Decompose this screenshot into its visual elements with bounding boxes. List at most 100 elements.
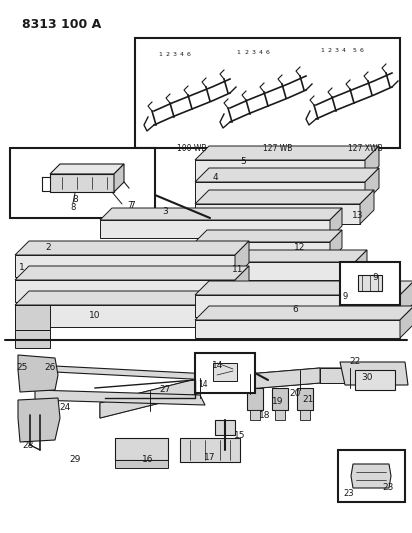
Text: 7: 7 (129, 200, 135, 209)
Bar (355, 370, 395, 390)
Text: 8: 8 (70, 203, 76, 212)
Text: 26: 26 (44, 364, 56, 373)
Polygon shape (195, 168, 379, 182)
Polygon shape (195, 190, 374, 204)
Polygon shape (195, 281, 412, 295)
Text: 17: 17 (204, 454, 216, 463)
Text: 6: 6 (266, 50, 270, 54)
Bar (297, 388, 313, 410)
Polygon shape (50, 174, 114, 192)
Text: 15: 15 (234, 431, 246, 440)
Bar (15, 305, 50, 330)
Polygon shape (195, 230, 342, 242)
Text: 3: 3 (252, 50, 256, 54)
Text: 1: 1 (320, 47, 324, 52)
Polygon shape (195, 182, 365, 202)
Bar (215, 420, 235, 435)
Polygon shape (235, 291, 249, 327)
Bar (180, 438, 240, 462)
Text: 2: 2 (45, 244, 51, 253)
Text: 27: 27 (159, 385, 171, 394)
Polygon shape (320, 368, 400, 383)
Polygon shape (100, 220, 330, 238)
Bar (213, 363, 237, 381)
Polygon shape (15, 291, 249, 305)
Polygon shape (100, 378, 200, 418)
Bar (275, 410, 285, 420)
Text: 2: 2 (328, 47, 332, 52)
Bar (10, 148, 155, 218)
Text: 3: 3 (335, 47, 339, 52)
Text: 1: 1 (158, 52, 162, 58)
Text: 6: 6 (292, 305, 298, 314)
Text: 4: 4 (342, 47, 346, 52)
Text: 100 WB: 100 WB (177, 144, 207, 153)
Polygon shape (200, 368, 320, 393)
Text: 8313 100 A: 8313 100 A (22, 18, 101, 31)
Text: 29: 29 (69, 456, 81, 464)
Polygon shape (18, 355, 58, 392)
Polygon shape (195, 306, 412, 320)
Text: 28: 28 (22, 440, 34, 449)
Polygon shape (340, 362, 408, 385)
Text: 4: 4 (212, 174, 218, 182)
Text: 1: 1 (19, 263, 25, 272)
Text: 14: 14 (212, 360, 224, 369)
Bar (338, 450, 405, 502)
Polygon shape (15, 266, 249, 280)
Bar (272, 388, 288, 410)
Polygon shape (195, 204, 360, 224)
Polygon shape (330, 208, 342, 238)
Text: 9: 9 (343, 292, 348, 301)
Text: 2: 2 (245, 50, 249, 54)
Polygon shape (15, 280, 235, 302)
Polygon shape (195, 320, 400, 338)
Text: 25: 25 (16, 364, 28, 373)
Text: 4: 4 (259, 50, 263, 54)
Text: 2: 2 (166, 52, 170, 58)
Text: 6: 6 (187, 52, 191, 58)
Text: 5: 5 (353, 47, 357, 52)
Bar (115, 438, 168, 460)
Text: 20: 20 (289, 389, 301, 398)
Polygon shape (15, 255, 235, 277)
Bar (135, 38, 400, 148)
Text: 23: 23 (343, 489, 353, 498)
Bar (358, 275, 382, 291)
Text: 127 WB: 127 WB (263, 144, 293, 153)
Text: 12: 12 (294, 244, 306, 253)
Polygon shape (195, 146, 379, 160)
Text: 30: 30 (361, 374, 373, 383)
Text: 24: 24 (59, 403, 70, 413)
Polygon shape (15, 241, 249, 255)
Text: 9: 9 (372, 273, 378, 282)
Polygon shape (35, 365, 240, 381)
Polygon shape (365, 146, 379, 180)
Bar (300, 410, 310, 420)
Text: 7: 7 (127, 200, 133, 209)
Polygon shape (100, 368, 400, 418)
Polygon shape (365, 168, 379, 202)
Polygon shape (330, 230, 342, 260)
Text: 3: 3 (162, 207, 168, 216)
Bar (247, 388, 263, 410)
Polygon shape (195, 250, 367, 262)
Text: 14: 14 (198, 380, 208, 389)
Polygon shape (400, 306, 412, 338)
Polygon shape (195, 295, 400, 317)
Text: 8: 8 (72, 196, 78, 205)
Text: 18: 18 (259, 410, 271, 419)
Polygon shape (114, 164, 124, 192)
Polygon shape (195, 262, 355, 280)
Polygon shape (195, 242, 330, 260)
Polygon shape (50, 164, 124, 174)
Text: 127 XWB: 127 XWB (348, 144, 382, 153)
Text: 6: 6 (360, 47, 364, 52)
Polygon shape (15, 305, 235, 327)
Bar (115, 460, 168, 468)
Polygon shape (235, 241, 249, 277)
Text: 16: 16 (142, 456, 154, 464)
Polygon shape (100, 208, 342, 220)
Bar (195, 353, 255, 393)
Bar (250, 410, 260, 420)
